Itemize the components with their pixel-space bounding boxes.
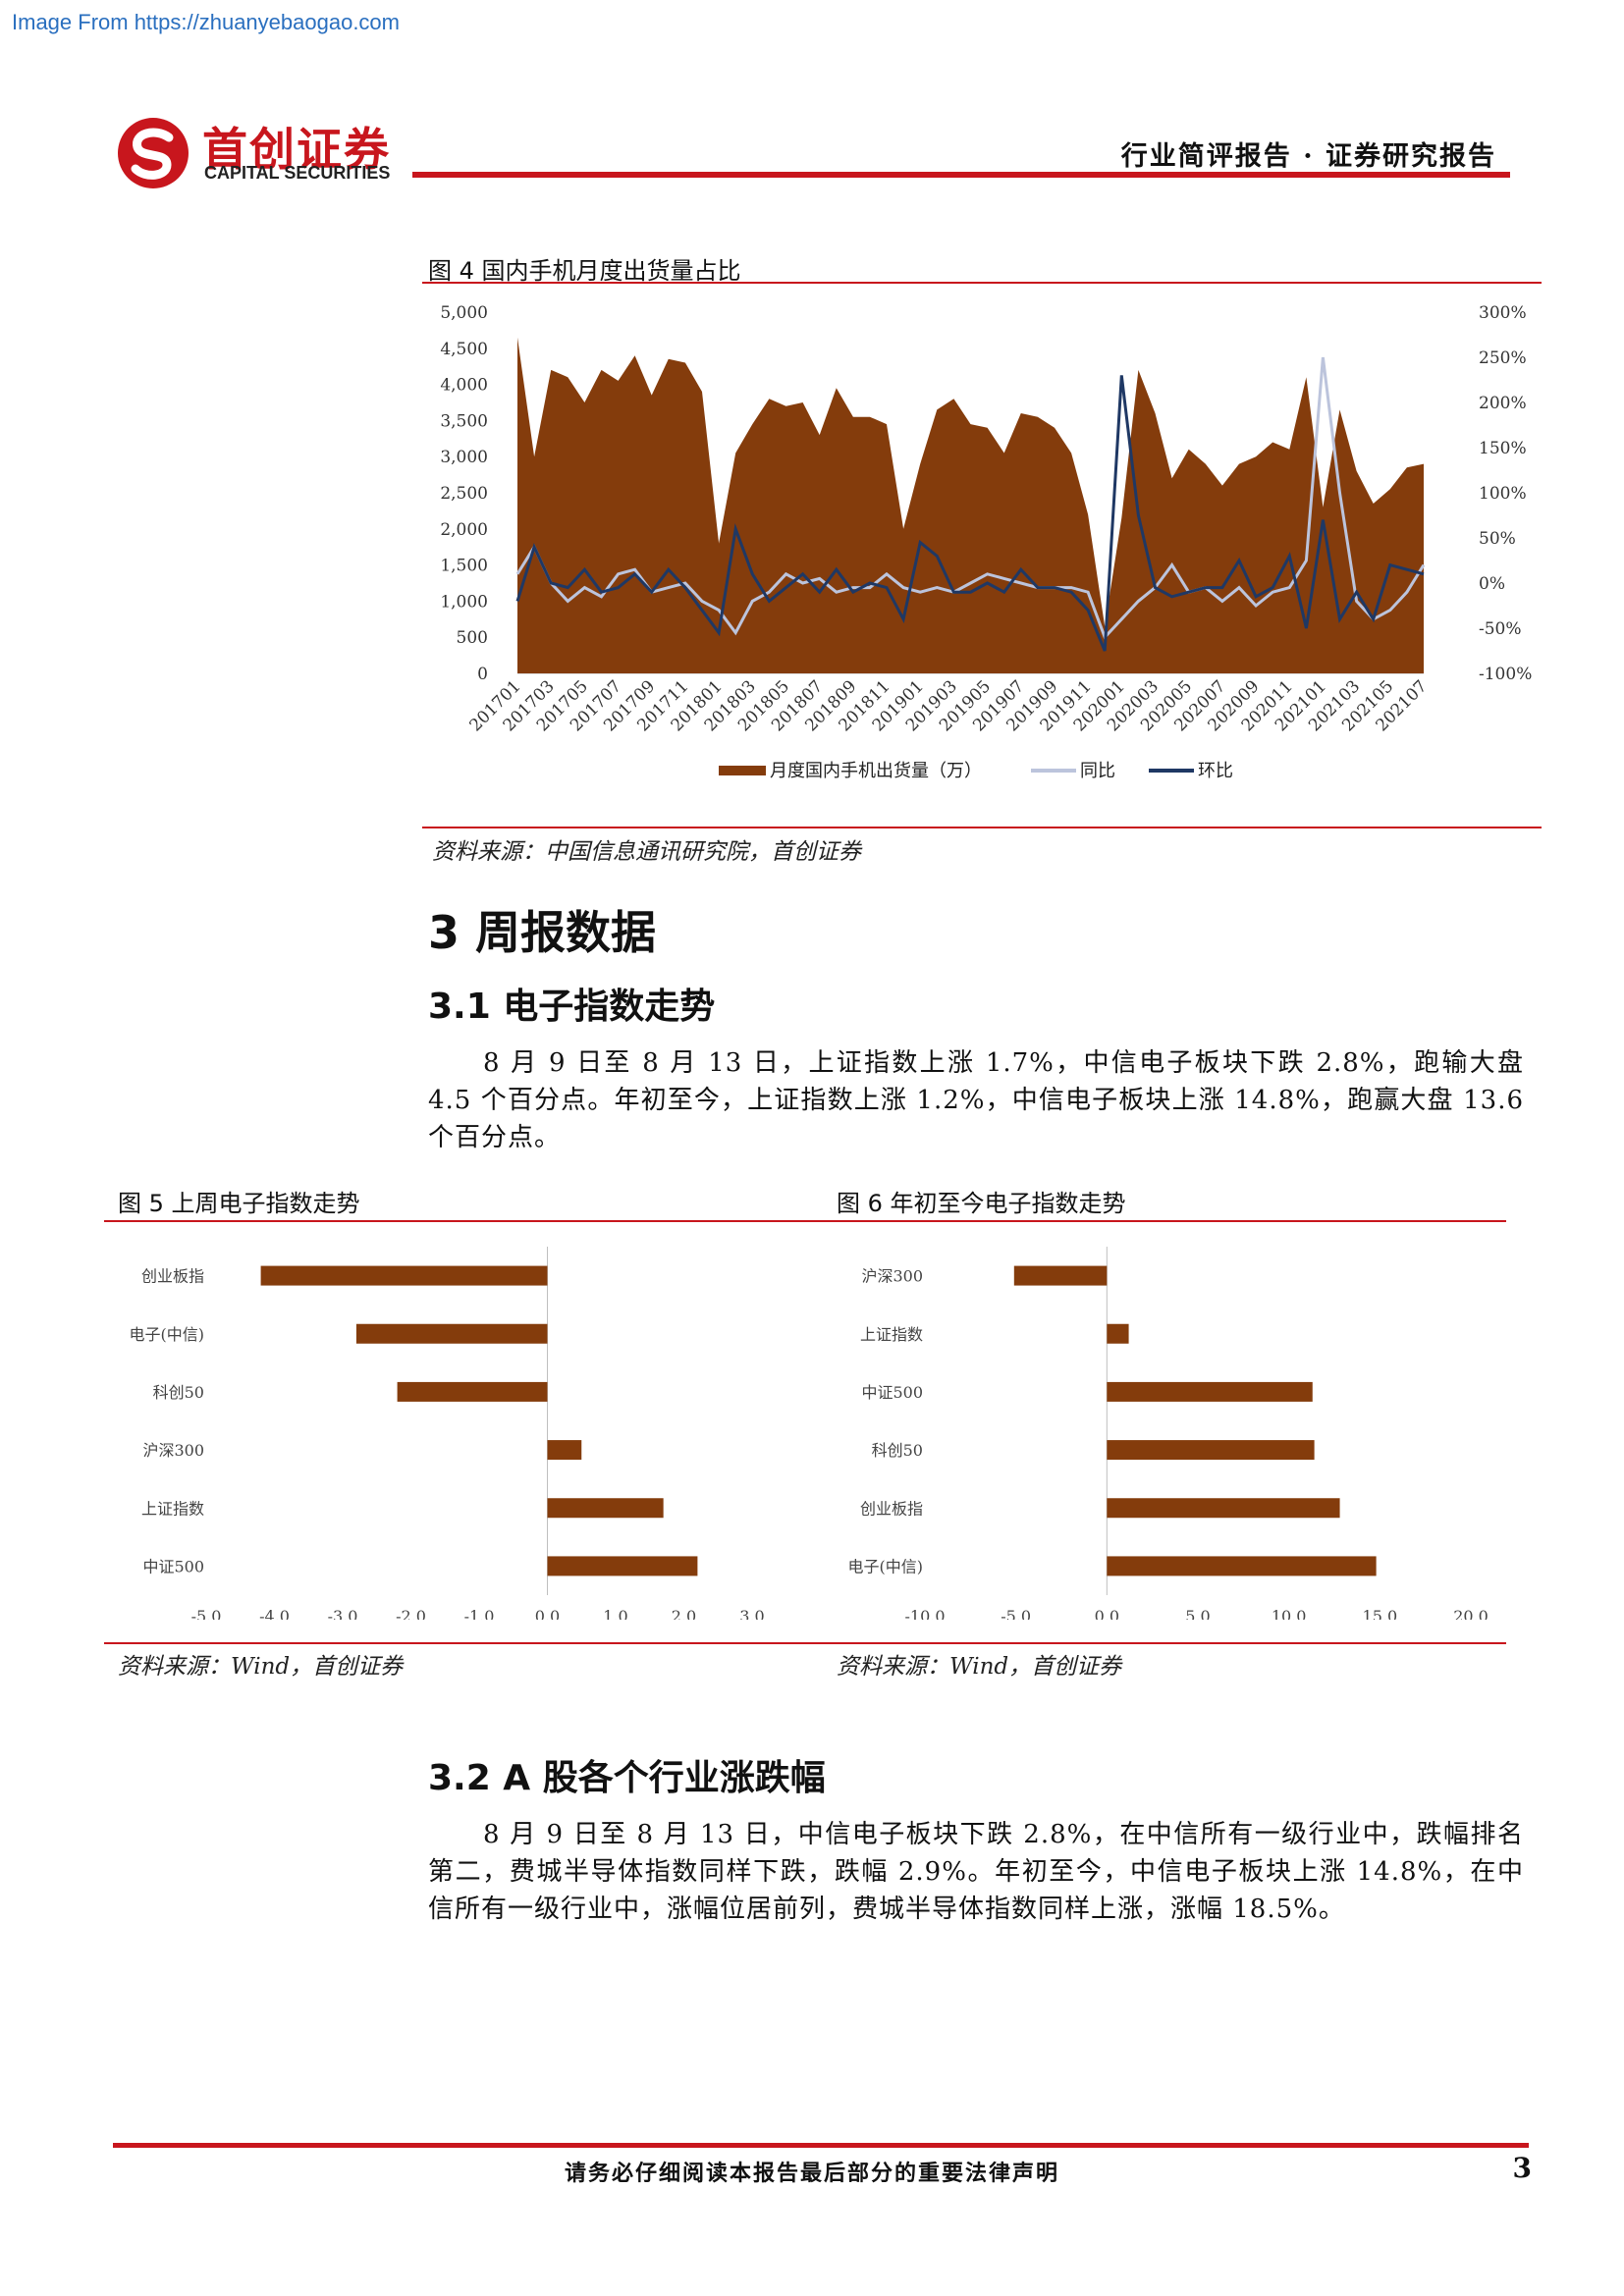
x-axis-tick: 0.0 <box>535 1607 560 1620</box>
watermark-text: Image From https://zhuanyebaogao.com <box>12 10 400 34</box>
category-label: 电子(中信) <box>130 1325 205 1344</box>
bar <box>260 1265 548 1286</box>
x-axis-tick: -2.0 <box>396 1607 426 1620</box>
x-axis-tick: -4.0 <box>259 1607 290 1620</box>
x-axis-tick: -5.0 <box>1001 1607 1031 1620</box>
category-label: 科创50 <box>872 1441 923 1460</box>
section3-heading: 3 周报数据 <box>428 906 657 959</box>
bar <box>547 1498 664 1519</box>
x-axis-tick: 3.0 <box>739 1607 764 1620</box>
figure4-title: 图 4 国内手机月度出货量占比 <box>428 257 741 285</box>
yoy-line <box>515 356 1426 641</box>
category-label: 电子(中信) <box>848 1557 924 1575</box>
right-axis-tick: 100% <box>1479 484 1527 504</box>
logo-icon <box>118 118 189 188</box>
right-axis-tick: 250% <box>1479 348 1527 368</box>
category-label: 上证指数 <box>860 1325 923 1344</box>
figure5-source: 资料来源：Wind，首创证券 <box>118 1654 404 1680</box>
page-number: 3 <box>1512 2152 1532 2184</box>
bar <box>1013 1265 1108 1286</box>
left-axis-tick: 1,000 <box>440 592 488 612</box>
x-axis-tick: 2.0 <box>672 1607 696 1620</box>
figures-top-rule <box>104 1220 1506 1222</box>
figures-bottom-rule <box>104 1642 1506 1644</box>
category-label: 沪深300 <box>861 1267 923 1286</box>
x-axis-tick: -3.0 <box>328 1607 358 1620</box>
bar <box>1107 1556 1377 1576</box>
left-axis-tick: 0 <box>477 665 488 684</box>
category-label: 科创50 <box>153 1383 204 1402</box>
mom-line <box>515 375 1425 652</box>
x-axis-tick: 0.0 <box>1095 1607 1119 1620</box>
bar <box>1107 1498 1340 1519</box>
category-label: 沪深300 <box>142 1441 204 1460</box>
left-axis-tick: 3,000 <box>440 448 488 467</box>
x-axis-tick: 10.0 <box>1272 1607 1307 1620</box>
left-axis-tick: 3,500 <box>440 411 488 431</box>
bar <box>1107 1323 1129 1344</box>
logo-chinese-name: 首创证券 <box>202 123 391 176</box>
figure5-title: 图 5 上周电子指数走势 <box>118 1190 360 1217</box>
figure6-source: 资料来源：Wind，首创证券 <box>837 1654 1122 1680</box>
x-axis-tick: 5.0 <box>1185 1607 1210 1620</box>
left-axis-tick: 5,000 <box>440 303 488 323</box>
category-label: 创业板指 <box>860 1499 923 1518</box>
bar <box>397 1381 548 1402</box>
x-axis-tick: -5.0 <box>191 1607 222 1620</box>
section3-1-paragraph: 8 月 9 日至 8 月 13 日，上证指数上涨 1.7%，中信电子板块下跌 2… <box>428 1048 1524 1152</box>
right-axis-tick: 200% <box>1479 394 1527 413</box>
left-axis-tick: 4,000 <box>440 376 488 396</box>
left-axis-tick: 2,500 <box>440 484 488 504</box>
left-axis-tick: 500 <box>457 628 488 648</box>
legend-label-shipment: 月度国内手机出货量（万） <box>770 761 982 781</box>
bar <box>1107 1381 1313 1402</box>
right-axis-tick: 300% <box>1479 303 1527 323</box>
left-axis-tick: 1,500 <box>440 557 488 576</box>
figure6-title: 图 6 年初至今电子指数走势 <box>837 1190 1126 1217</box>
x-axis-tick: 15.0 <box>1363 1607 1398 1620</box>
figure4-top-rule <box>422 282 1542 284</box>
figure4-chart: 5,000 4,500 4,000 3,500 3,000 2,500 2,000 1,500… <box>440 303 1532 781</box>
right-axis-tick: 150% <box>1479 439 1527 458</box>
figure4-source: 资料来源：中国信息通讯研究院，首创证券 <box>432 839 861 865</box>
x-axis-tick: 20.0 <box>1453 1607 1489 1620</box>
figure4-bottom-rule <box>422 827 1542 828</box>
footer-disclaimer: 请务必仔细阅读本报告最后部分的重要法律声明 <box>564 2161 1059 2186</box>
left-axis-tick: 2,000 <box>440 520 488 540</box>
section3-2-paragraph: 8 月 9 日至 8 月 13 日，中信电子板块下跌 2.8%，在中信所有一级行… <box>428 1820 1524 1924</box>
x-axis-tick: 1.0 <box>603 1607 627 1620</box>
bar <box>547 1440 582 1461</box>
bar <box>355 1323 548 1344</box>
shipment-area <box>517 337 1424 673</box>
category-label: 中证500 <box>861 1383 923 1402</box>
legend-label-yoy: 同比 <box>1080 761 1115 781</box>
right-axis-tick: 50% <box>1479 529 1516 549</box>
section3-2-heading: 3.2 A 股各个行业涨跌幅 <box>428 1758 826 1798</box>
category-label: 创业板指 <box>141 1267 204 1286</box>
category-label: 中证500 <box>142 1557 204 1575</box>
report-type: 行业简评报告 · 证券研究报告 <box>1120 141 1496 172</box>
bar <box>1107 1440 1315 1461</box>
category-label: 上证指数 <box>141 1499 204 1518</box>
legend-swatch-shipment <box>719 766 766 775</box>
right-axis-tick: -100% <box>1479 665 1532 684</box>
footer-rule <box>113 2143 1529 2148</box>
left-axis-tick: 4,500 <box>440 340 488 359</box>
section3-1-heading: 3.1 电子指数走势 <box>428 987 716 1027</box>
header-rule <box>412 172 1510 178</box>
x-axis-tick: -1.0 <box>464 1607 495 1620</box>
logo-english-name: CAPITAL SECURITIES <box>204 163 391 183</box>
right-axis-tick: 0% <box>1479 574 1505 594</box>
bar <box>547 1556 698 1576</box>
right-axis-tick: -50% <box>1479 619 1522 639</box>
legend-label-mom: 环比 <box>1198 761 1233 781</box>
x-axis-tick: -10.0 <box>904 1607 945 1620</box>
